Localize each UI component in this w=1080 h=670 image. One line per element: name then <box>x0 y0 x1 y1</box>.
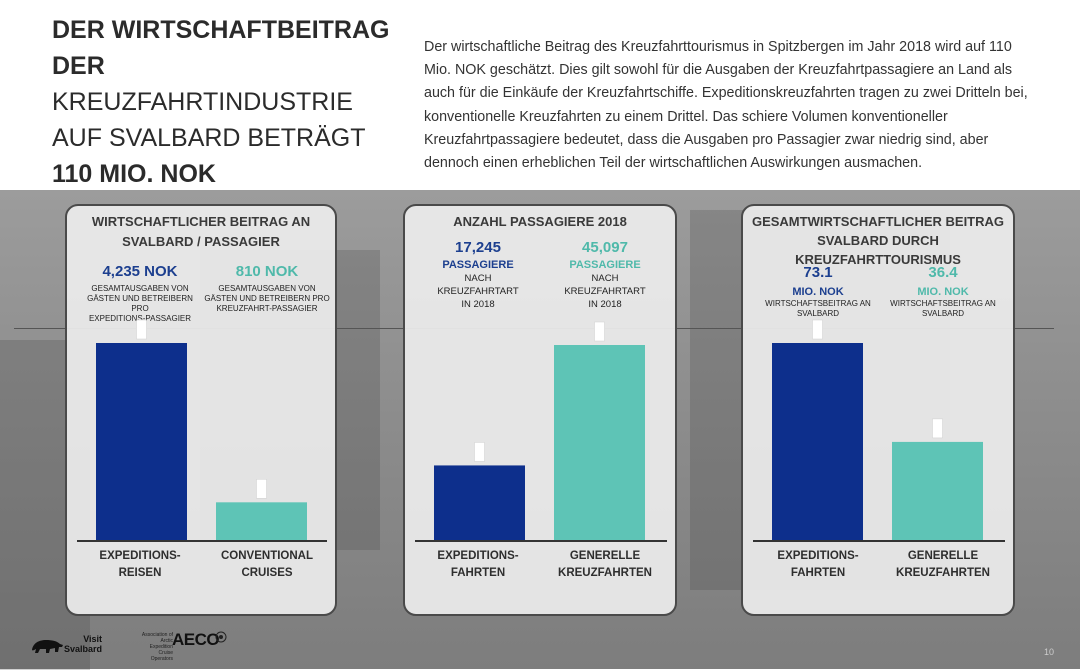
category-label: GENERELLE KREUZFAHRTEN <box>541 548 669 582</box>
category-label: EXPEDITIONS- REISEN <box>79 548 201 582</box>
stat-desc: GESAMTAUSGABEN VON <box>218 284 316 293</box>
panel-title-line: KREUZFAHRTTOURISMUS <box>795 252 961 267</box>
stat-desc: KREUZFAHRTART <box>564 286 646 297</box>
logo-text: Association of <box>141 632 173 638</box>
stat-expedition: 4,235 NOK GESAMTAUSGABEN VON GÄSTEN UND … <box>79 263 201 324</box>
bar-label-marker <box>932 418 943 439</box>
stat-value: 36.4 <box>928 264 958 281</box>
aeco-emblem-icon <box>215 631 227 643</box>
stat-desc: GÄSTEN UND BETREIBERN PRO <box>87 294 193 313</box>
bar <box>96 343 187 540</box>
bar-label-marker <box>136 319 147 340</box>
category-label-line: FAHRTEN <box>450 567 506 579</box>
stat-desc: NACH <box>464 273 492 284</box>
chart-baseline <box>753 540 1005 542</box>
title-line: 110 MIO. NOK <box>52 160 216 188</box>
stat-value: 4,235 NOK <box>102 263 178 280</box>
header-area: DER WIRTSCHAFTBEITRAG DER KREUZFAHRTINDU… <box>0 0 1080 190</box>
stat-unit: MIO. NOK <box>792 286 844 298</box>
chart-baseline <box>415 540 667 542</box>
aeco-subtitle: Association of Arctic Expedition Cruise … <box>141 632 173 662</box>
panel-title-line: ANZAHL PASSAGIERE 2018 <box>453 214 627 229</box>
stat-expedition: 17,245 PASSAGIERE NACH KREUZFAHRTART IN … <box>417 239 539 311</box>
title-line: KREUZFAHRTINDUSTRIE <box>52 88 353 116</box>
logo-text: Operators <box>150 656 173 662</box>
panel-title-line: WIRTSCHAFTLICHER BEITRAG AN <box>91 214 311 229</box>
category-label-line: EXPEDITIONS- <box>99 550 181 562</box>
stat-desc: IN 2018 <box>461 299 495 310</box>
category-label: EXPEDITIONS- FAHRTEN <box>755 548 881 582</box>
polar-bear-icon <box>32 640 63 653</box>
bar <box>892 441 983 540</box>
panel-title-line: SVALBARD / PASSAGIER <box>122 234 280 249</box>
category-label-line: CRUISES <box>241 567 293 579</box>
stat-unit: PASSAGIERE <box>569 259 641 271</box>
stat-value: 73.1 <box>803 264 833 281</box>
stat-desc: EXPEDITIONS-PASSAGIER <box>88 314 192 323</box>
category-label-line: EXPEDITIONS- <box>437 550 519 562</box>
bar <box>216 502 307 540</box>
stat-desc: KREUZFAHRTART <box>437 286 519 297</box>
stat-desc: SVALBARD <box>796 309 840 318</box>
bar <box>772 343 863 540</box>
bar-label-marker <box>256 479 267 499</box>
logo-text: Arctic Expedition Cruise <box>149 638 173 656</box>
stat-conventional: 36.4 MIO. NOK WIRTSCHAFTSBEITRAG AN SVAL… <box>879 264 1007 319</box>
category-label-line: CONVENTIONAL <box>221 550 313 562</box>
stat-value: 17,245 <box>455 239 501 256</box>
stat-conventional: 810 NOK GESAMTAUSGABEN VON GÄSTEN UND BE… <box>203 263 331 314</box>
category-label: CONVENTIONAL CRUISES <box>203 548 331 582</box>
stat-conventional: 45,097 PASSAGIERE NACH KREUZFAHRTART IN … <box>541 239 669 311</box>
logo-text: Svalbard <box>64 644 103 654</box>
bar-label-marker <box>474 442 485 462</box>
category-label: EXPEDITIONS- FAHRTEN <box>417 548 539 582</box>
bar <box>434 465 525 540</box>
category-label-line: KREUZFAHRTEN <box>558 567 652 579</box>
logo-text: Visit <box>83 634 103 644</box>
stat-desc: SVALBARD <box>921 309 965 318</box>
stat-desc: WIRTSCHAFTSBEITRAG AN <box>890 299 996 308</box>
stat-desc: GESAMTAUSGABEN VON <box>91 284 189 293</box>
title-line: DER WIRTSCHAFTBEITRAG <box>52 16 390 44</box>
stat-desc: WIRTSCHAFTSBEITRAG AN <box>765 299 871 308</box>
category-label-line: REISEN <box>118 567 162 579</box>
visit-svalbard-logo: Visit Svalbard <box>64 634 102 654</box>
panel-title-line: GESAMTWIRTSCHAFTLICHER BEITRAG <box>751 214 1005 229</box>
page-number: 10 <box>1044 647 1055 657</box>
category-label-line: EXPEDITIONS- <box>777 550 859 562</box>
title-line: AUF SVALBARD BETRÄGT <box>52 124 366 152</box>
title-line: DER <box>52 52 105 80</box>
stat-value: 810 NOK <box>235 263 299 280</box>
stat-desc: NACH <box>591 273 619 284</box>
stat-value: 45,097 <box>582 239 628 256</box>
stat-unit: PASSAGIERE <box>442 259 514 271</box>
aeco-logo: AECO <box>172 630 220 649</box>
category-label-line: FAHRTEN <box>790 567 846 579</box>
panel-title: ANZAHL PASSAGIERE 2018 <box>405 212 675 232</box>
bar-label-marker <box>594 321 605 342</box>
stat-expedition: 73.1 MIO. NOK WIRTSCHAFTSBEITRAG AN SVAL… <box>755 264 881 319</box>
page-title: DER WIRTSCHAFTBEITRAG DER KREUZFAHRTINDU… <box>52 12 392 192</box>
panel-title: GESAMTWIRTSCHAFTLICHER BEITRAG SVALBARD … <box>743 212 1013 269</box>
category-label-line: GENERELLE <box>907 550 979 562</box>
bar-label-marker <box>812 319 823 340</box>
stat-unit: MIO. NOK <box>917 286 969 298</box>
category-label-line: GENERELLE <box>569 550 641 562</box>
panel-title-line: SVALBARD DURCH <box>817 233 939 248</box>
category-label: GENERELLE KREUZFAHRTEN <box>879 548 1007 582</box>
stat-desc: GÄSTEN UND BETREIBERN PRO <box>204 294 330 303</box>
stat-desc: KREUZFAHRT-PASSAGIER <box>216 304 318 313</box>
panel-title: WIRTSCHAFTLICHER BEITRAG AN SVALBARD / P… <box>67 212 335 252</box>
chart-baseline <box>77 540 327 542</box>
bar <box>554 345 645 540</box>
intro-paragraph: Der wirtschaftliche Beitrag des Kreuzfah… <box>424 39 1028 172</box>
stat-desc: IN 2018 <box>588 299 622 310</box>
category-label-line: KREUZFAHRTEN <box>896 567 990 579</box>
